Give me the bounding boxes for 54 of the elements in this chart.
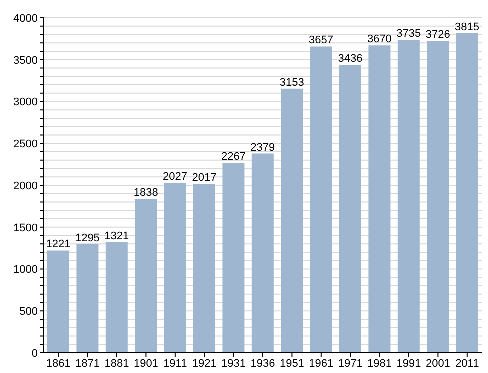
x-tick-label: 1921 (192, 358, 217, 370)
x-tick-label: 1881 (104, 358, 130, 370)
y-tick-label: 0 (32, 348, 38, 360)
y-tick-label: 3000 (14, 96, 38, 109)
bar (398, 40, 420, 353)
bar (106, 242, 128, 353)
bar (310, 46, 332, 353)
data-label: 1321 (104, 230, 130, 242)
x-tick-label: 2011 (456, 358, 480, 370)
data-label: 1295 (75, 232, 100, 245)
x-tick-label: 1971 (338, 358, 363, 370)
data-label: 3735 (396, 28, 422, 40)
bar (164, 183, 186, 353)
x-tick-label: 1991 (396, 358, 422, 370)
data-label: 2017 (192, 172, 217, 184)
bar (456, 33, 478, 353)
x-tick-label: 1871 (76, 358, 100, 370)
data-label: 3153 (280, 76, 304, 89)
x-tick-label: 1981 (368, 358, 392, 370)
x-tick-label: 1931 (222, 358, 246, 370)
bar (368, 46, 391, 353)
data-label: 2267 (221, 151, 246, 164)
y-tick-label: 4000 (14, 12, 38, 25)
bar (222, 163, 245, 353)
y-tick-label: 1000 (14, 264, 38, 276)
bar (135, 199, 158, 353)
data-label: 3436 (338, 53, 363, 66)
bar (281, 88, 304, 353)
x-tick-label: 1911 (164, 358, 188, 370)
x-tick-label: 1936 (250, 358, 276, 370)
bar (48, 250, 70, 353)
data-label: 3726 (426, 28, 450, 41)
data-label: 1838 (134, 187, 158, 200)
bar (194, 184, 216, 353)
x-tick-label: 2001 (426, 358, 450, 370)
data-label: 1221 (46, 238, 71, 251)
bar (427, 40, 450, 353)
data-label: 3657 (309, 34, 334, 47)
x-tick-label: 1861 (46, 358, 71, 370)
data-label: 3670 (367, 34, 392, 46)
x-tick-label: 1961 (309, 358, 334, 370)
x-tick-label: 1901 (134, 358, 158, 370)
data-label: 2027 (163, 171, 188, 184)
bar (252, 154, 274, 353)
y-tick-label: 500 (20, 306, 38, 318)
y-tick-label: 2000 (14, 180, 38, 192)
x-tick-label: 1951 (280, 358, 304, 370)
y-tick-label: 3500 (14, 54, 38, 67)
y-tick-label: 2500 (14, 138, 38, 151)
y-tick-label: 1500 (14, 222, 38, 234)
data-label: 3815 (455, 21, 480, 34)
bar (76, 244, 99, 353)
bar (340, 65, 362, 353)
data-label: 2379 (250, 142, 276, 154)
